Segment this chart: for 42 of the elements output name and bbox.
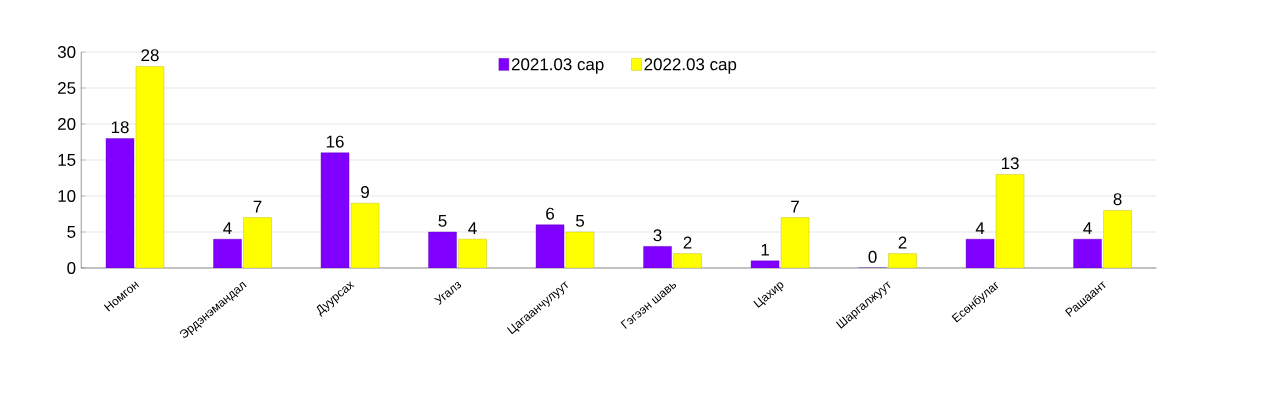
bar: [1073, 239, 1102, 268]
data-label: 9: [361, 186, 369, 199]
data-label: 7: [253, 200, 262, 213]
y-tick-label: 15: [58, 154, 76, 166]
data-label: 16: [326, 135, 344, 148]
bar: [135, 66, 165, 268]
bar: [213, 239, 242, 268]
legend-label: 2022.03 сар: [644, 58, 737, 74]
data-label: 18: [111, 121, 129, 134]
bar: [995, 174, 1025, 268]
data-label: 4: [468, 222, 477, 235]
data-label: 6: [546, 207, 554, 220]
bar: [320, 152, 350, 268]
data-label: 0: [868, 250, 877, 263]
data-label: 4: [1083, 222, 1092, 235]
bar: [243, 217, 272, 268]
legend-label: 2021.03 сар: [511, 58, 604, 74]
bar: [1103, 210, 1132, 268]
data-label: 5: [575, 215, 585, 227]
data-label: 2: [683, 236, 692, 249]
y-tick-label: 0: [67, 262, 76, 274]
data-label: 5: [438, 215, 447, 227]
y-tick-label: 10: [58, 190, 76, 202]
data-label: 1: [761, 243, 769, 256]
y-tick-label: 25: [58, 82, 76, 94]
y-tick-label: 5: [67, 226, 76, 238]
bar: [780, 217, 810, 268]
bar: [105, 138, 135, 268]
bar: [535, 224, 565, 268]
data-label: 7: [791, 200, 799, 213]
data-label: 4: [223, 222, 232, 235]
data-label: 8: [1113, 193, 1122, 206]
data-label: 28: [141, 49, 159, 62]
data-label: 13: [1001, 157, 1019, 170]
bar: [458, 239, 487, 268]
data-label: 4: [975, 222, 985, 235]
bar: [428, 231, 457, 268]
data-label: 2: [898, 236, 907, 249]
bar: [350, 203, 380, 268]
y-tick-label: 20: [58, 118, 76, 130]
data-label: 3: [653, 229, 662, 242]
y-tick-label: 30: [57, 46, 76, 58]
